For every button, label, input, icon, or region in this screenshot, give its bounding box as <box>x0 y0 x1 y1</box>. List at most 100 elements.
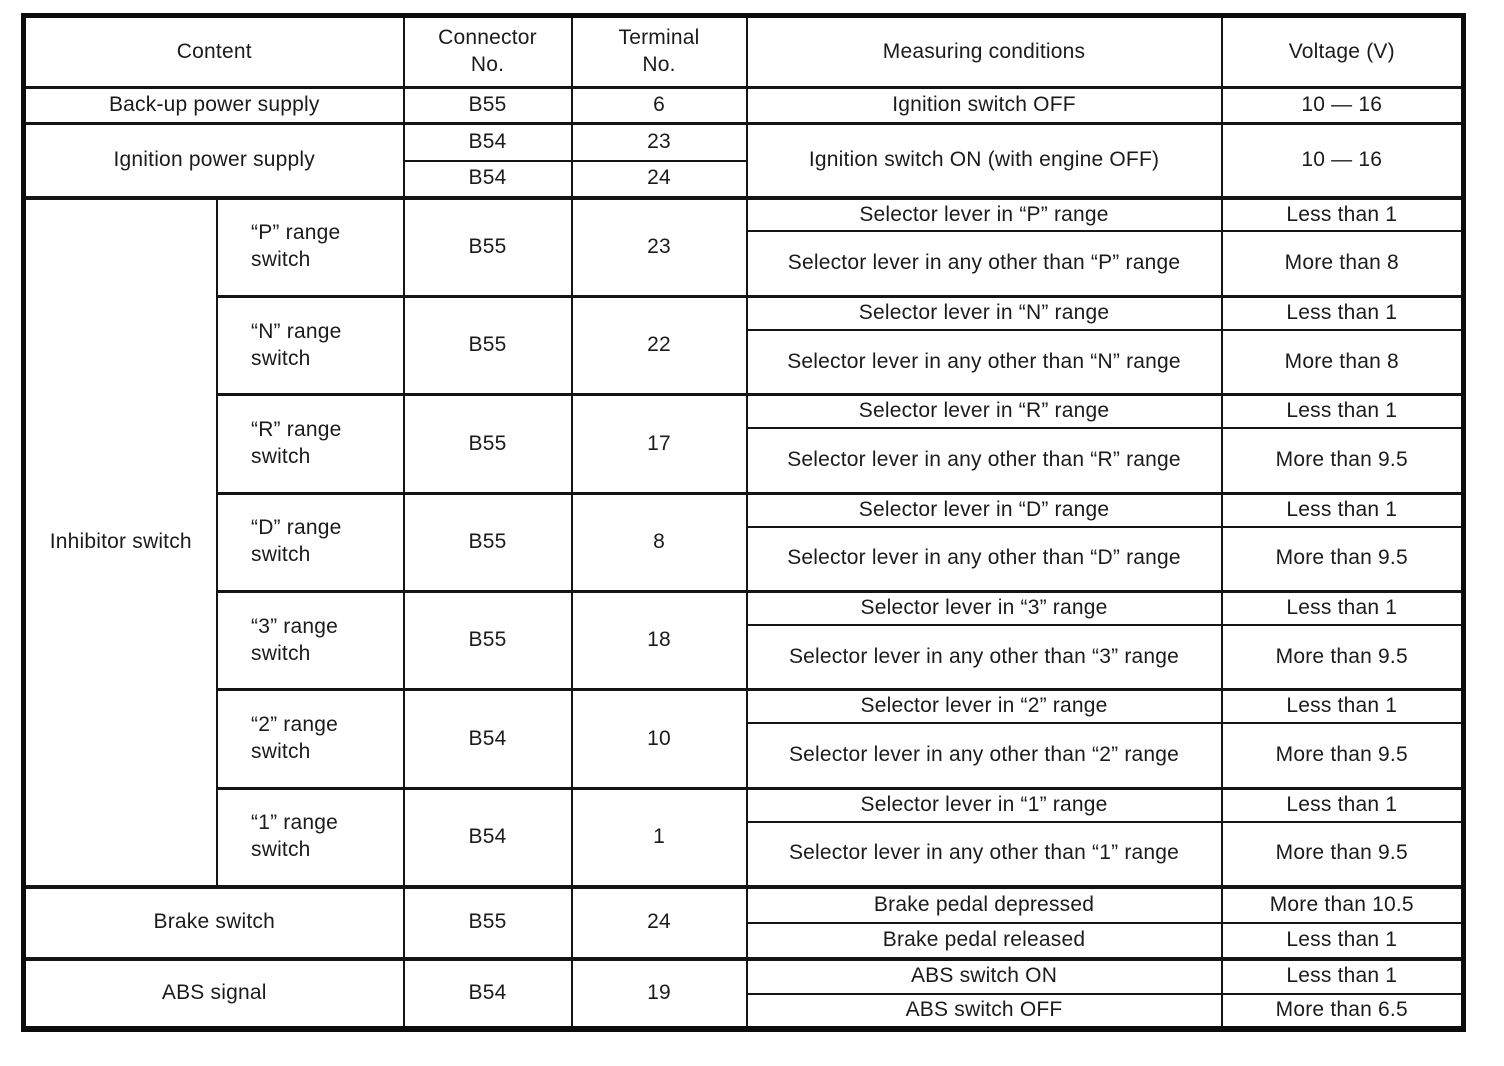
inhibitor-p-voltage-other-cell: More than 8 <box>1220 230 1465 298</box>
inhibitor-d-terminal-cell: 8 <box>570 491 748 593</box>
inhibitor-d-name-cell: “D” range switch <box>215 491 405 593</box>
inhibitor-1-condition-in-cell: Selector lever in “1” range <box>745 786 1223 823</box>
abs-connector-cell: B54 <box>402 956 573 1030</box>
inhibitor-p-condition-in-cell: Selector lever in “P” range <box>745 195 1223 233</box>
inhibitor-n-condition-other-cell: Selector lever in any other than “N” ran… <box>745 328 1223 396</box>
inhibitor-p-connector-cell: B55 <box>402 195 573 298</box>
header-connector: Connector No. <box>402 14 573 89</box>
header-voltage: Voltage (V) <box>1220 14 1465 89</box>
header-connector-line1: Connector <box>438 26 537 50</box>
table-row: “3” range switch B55 18 Selector lever i… <box>24 589 1465 691</box>
inhibitor-p-name-cell: “P” range switch <box>215 195 405 298</box>
inhibitor-3-name: “3” range switch <box>251 614 339 665</box>
backup-voltage-cell: 10 — 16 <box>1220 86 1465 125</box>
inhibitor-n-terminal-cell: 22 <box>570 294 748 396</box>
abs-condition-cell-1: ABS switch ON <box>745 956 1223 995</box>
inhibitor-r-voltage-in-cell: Less than 1 <box>1220 393 1465 430</box>
inhibitor-r-condition-in-cell: Selector lever in “R” range <box>745 393 1223 430</box>
inhibitor-1-name: “1” range switch <box>251 811 339 862</box>
header-connector-line2: No. <box>470 53 505 76</box>
inhibitor-n-name-cell: “N” range switch <box>215 294 405 396</box>
table-row: Selector lever in any other than “1” ran… <box>24 820 1465 888</box>
table-header-row: Content Connector No. Terminal No. Measu… <box>22 14 1465 89</box>
table-row: Selector lever in any other than “2” ran… <box>24 722 1465 790</box>
abs-voltage-cell-1: Less than 1 <box>1220 956 1465 995</box>
table-row: Brake pedal released Less than 1 <box>24 921 1465 960</box>
inhibitor-n-connector-cell: B55 <box>402 294 573 396</box>
backup-terminal-cell: 6 <box>570 86 748 125</box>
inhibitor-n-condition-in-cell: Selector lever in “N” range <box>745 294 1223 331</box>
header-content: Content <box>22 14 405 89</box>
inhibitor-r-terminal-cell: 17 <box>570 393 748 495</box>
inhibitor-3-condition-in-cell: Selector lever in “3” range <box>745 589 1223 626</box>
inhibitor-2-condition-in-cell: Selector lever in “2” range <box>745 688 1223 725</box>
table-row: B54 24 <box>24 159 1464 199</box>
brake-terminal-cell: 24 <box>570 884 748 960</box>
header-terminal-line1: Terminal <box>618 26 700 50</box>
inhibitor-2-voltage-other-cell: More than 9.5 <box>1220 722 1465 790</box>
header-conditions: Measuring conditions <box>745 14 1223 89</box>
inhibitor-2-name-cell: “2” range switch <box>215 688 405 790</box>
inhibitor-3-condition-other-cell: Selector lever in any other than “3” ran… <box>745 623 1223 691</box>
inhibitor-d-condition-in-cell: Selector lever in “D” range <box>745 491 1223 528</box>
inhibitor-3-voltage-other-cell: More than 9.5 <box>1220 623 1465 691</box>
table-row: Selector lever in any other than “P” ran… <box>24 230 1465 298</box>
header-terminal-line2: No. <box>642 53 676 76</box>
abs-terminal-cell: 19 <box>570 956 748 1030</box>
inhibitor-d-connector-cell: B55 <box>402 491 573 593</box>
inhibitor-3-terminal-cell: 18 <box>570 589 748 691</box>
brake-connector-cell: B55 <box>402 884 573 960</box>
table-row: Brake switch B55 24 Brake pedal depresse… <box>22 884 1465 960</box>
table-row: Selector lever in any other than “N” ran… <box>24 328 1465 396</box>
inhibitor-r-name-cell: “R” range switch <box>215 393 405 495</box>
inhibitor-group-cell: Inhibitor switch <box>22 195 218 888</box>
brake-condition-cell-2: Brake pedal released <box>745 921 1223 960</box>
ignition-content-cell: Ignition power supply <box>22 122 405 199</box>
inhibitor-2-name: “2” range switch <box>251 713 339 764</box>
voltage-spec-table: Content Connector No. Terminal No. Measu… <box>21 13 1467 1032</box>
abs-voltage-cell-2: More than 6.5 <box>1220 992 1465 1030</box>
backup-connector-cell: B55 <box>402 86 573 125</box>
inhibitor-p-condition-other-cell: Selector lever in any other than “P” ran… <box>745 230 1223 298</box>
inhibitor-n-voltage-other-cell: More than 8 <box>1220 328 1465 396</box>
table-row: ABS switch OFF More than 6.5 <box>24 992 1465 1030</box>
table-row: Back-up power supply B55 6 Ignition swit… <box>22 86 1465 125</box>
brake-voltage-cell-2: Less than 1 <box>1220 921 1465 960</box>
inhibitor-1-connector-cell: B54 <box>402 786 573 888</box>
table-row: “2” range switch B54 10 Selector lever i… <box>24 688 1465 790</box>
ignition-connector-cell-2: B54 <box>402 159 573 199</box>
ignition-connector-cell-1: B54 <box>402 122 573 162</box>
header-terminal: Terminal No. <box>570 14 748 89</box>
inhibitor-1-name-cell: “1” range switch <box>215 786 405 888</box>
backup-condition-cell: Ignition switch OFF <box>745 86 1223 125</box>
table-row: Selector lever in any other than “3” ran… <box>24 623 1465 691</box>
inhibitor-n-name: “N” range switch <box>251 319 342 370</box>
inhibitor-1-terminal-cell: 1 <box>570 786 748 888</box>
inhibitor-r-connector-cell: B55 <box>402 393 573 495</box>
inhibitor-3-voltage-in-cell: Less than 1 <box>1220 589 1465 626</box>
inhibitor-p-name: “P” range switch <box>251 221 341 272</box>
ignition-terminal-cell-1: 23 <box>570 122 748 162</box>
inhibitor-r-condition-other-cell: Selector lever in any other than “R” ran… <box>745 427 1223 495</box>
inhibitor-2-terminal-cell: 10 <box>570 688 748 790</box>
inhibitor-1-condition-other-cell: Selector lever in any other than “1” ran… <box>745 820 1223 888</box>
ignition-voltage-cell: 10 — 16 <box>1220 122 1465 199</box>
inhibitor-3-name-cell: “3” range switch <box>215 589 405 691</box>
inhibitor-n-voltage-in-cell: Less than 1 <box>1220 294 1465 331</box>
inhibitor-r-voltage-other-cell: More than 9.5 <box>1220 427 1465 495</box>
table-row: “1” range switch B54 1 Selector lever in… <box>24 786 1465 888</box>
table-row: Inhibitor switch “P” range switch B55 23… <box>22 195 1465 888</box>
abs-content-cell: ABS signal <box>22 956 405 1030</box>
inhibitor-p-voltage-in-cell: Less than 1 <box>1220 195 1465 233</box>
inhibitor-2-condition-other-cell: Selector lever in any other than “2” ran… <box>745 722 1223 790</box>
inhibitor-3-connector-cell: B55 <box>402 589 573 691</box>
table-row: Ignition power supply B54 23 Ignition sw… <box>22 122 1465 199</box>
brake-content-cell: Brake switch <box>22 884 405 960</box>
ignition-terminal-cell-2: 24 <box>570 159 748 199</box>
table-row: “D” range switch B55 8 Selector lever in… <box>24 491 1465 593</box>
inhibitor-p-terminal-cell: 23 <box>570 195 748 298</box>
brake-condition-cell-1: Brake pedal depressed <box>745 884 1223 924</box>
table-row: Selector lever in any other than “D” ran… <box>24 525 1465 593</box>
inhibitor-d-condition-other-cell: Selector lever in any other than “D” ran… <box>745 525 1223 593</box>
